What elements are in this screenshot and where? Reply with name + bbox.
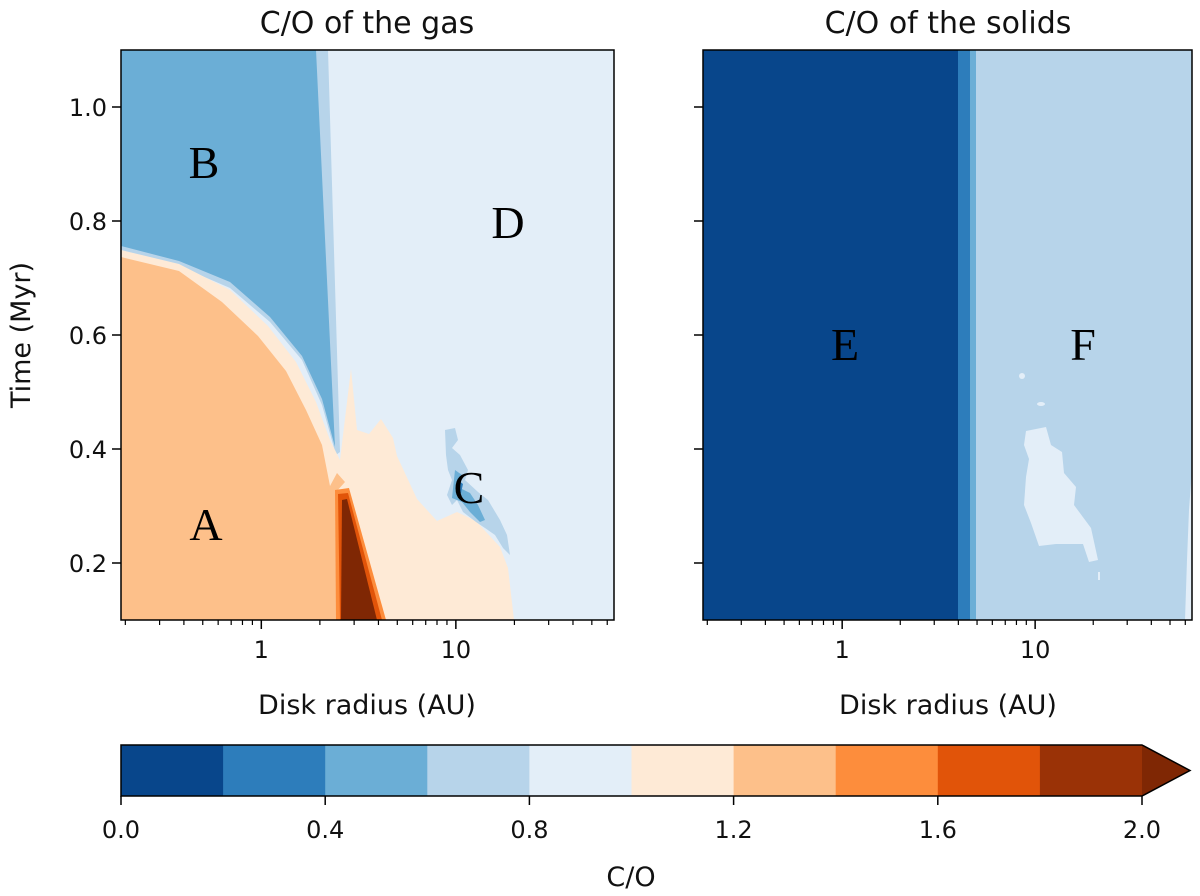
colorbar-segment	[325, 745, 428, 796]
colorbar-segment	[121, 745, 224, 796]
colorbar-extend-arrow	[1142, 745, 1190, 796]
x-tick-label: 1	[835, 636, 850, 664]
region-c-patches	[445, 428, 510, 555]
gas-panel-title: C/O of the gas	[260, 6, 474, 41]
y-tick-label: 0.2	[69, 550, 107, 578]
colorbar-label: C/O	[606, 862, 655, 893]
colorbar-tick-label: 1.6	[919, 816, 957, 844]
colorbar-segment	[1039, 745, 1143, 796]
y-tick-label: 1.0	[69, 94, 107, 122]
colorbar-segment	[631, 745, 735, 796]
region-label-f: F	[1070, 319, 1096, 370]
colorbar-segment	[835, 745, 939, 796]
region-label-d: D	[491, 197, 524, 248]
colorbar-tick-label: 1.2	[715, 816, 753, 844]
colorbar-segment	[427, 745, 530, 796]
solids-heatmap: E F 1 10 Disk radius (AU)	[694, 49, 1193, 721]
pale-patches	[1019, 373, 1192, 620]
colorbar-segment	[733, 745, 837, 796]
region-a-area	[121, 257, 345, 620]
mid-blue-band	[958, 50, 970, 620]
colorbar: 0.0 0.4 0.8 1.2 1.6 2.0 C/O	[102, 744, 1192, 893]
colorbar-segment	[223, 745, 326, 796]
solids-panel-title: C/O of the solids	[825, 6, 1072, 41]
colorbar-tick-label: 0.4	[306, 816, 344, 844]
region-label-c: C	[454, 462, 485, 513]
colorbar-segment	[937, 745, 1041, 796]
dark-brown-core	[341, 499, 377, 620]
y-tick-label: 0.8	[69, 208, 107, 236]
region-e-area	[703, 50, 958, 620]
y-tick-label: 0.4	[69, 436, 107, 464]
y-tick-label: 0.6	[69, 322, 107, 350]
x-tick-label: 10	[441, 636, 472, 664]
colorbar-tick-label: 0.0	[102, 816, 140, 844]
x-tick-label: 10	[1020, 636, 1051, 664]
colorbar-segment	[529, 745, 632, 796]
colorbar-tick-label: 0.8	[510, 816, 548, 844]
colorbar-tick-label: 2.0	[1123, 816, 1161, 844]
region-label-a: A	[189, 499, 222, 550]
x-tick-label: 1	[254, 636, 269, 664]
region-label-b: B	[189, 137, 220, 188]
gas-heatmap: B D C A 1 10 0.2 0.4 0.6 0.8 1.0 Disk radius (…	[6, 49, 615, 721]
light-mid-band	[970, 50, 976, 620]
colorbar-outline	[120, 744, 1192, 797]
region-label-e: E	[831, 319, 859, 370]
gas-x-axis-label: Disk radius (AU)	[258, 690, 476, 721]
gas-y-axis-label: Time (Myr)	[6, 262, 37, 409]
solids-x-axis-label: Disk radius (AU)	[839, 690, 1057, 721]
region-b-area	[121, 50, 335, 447]
